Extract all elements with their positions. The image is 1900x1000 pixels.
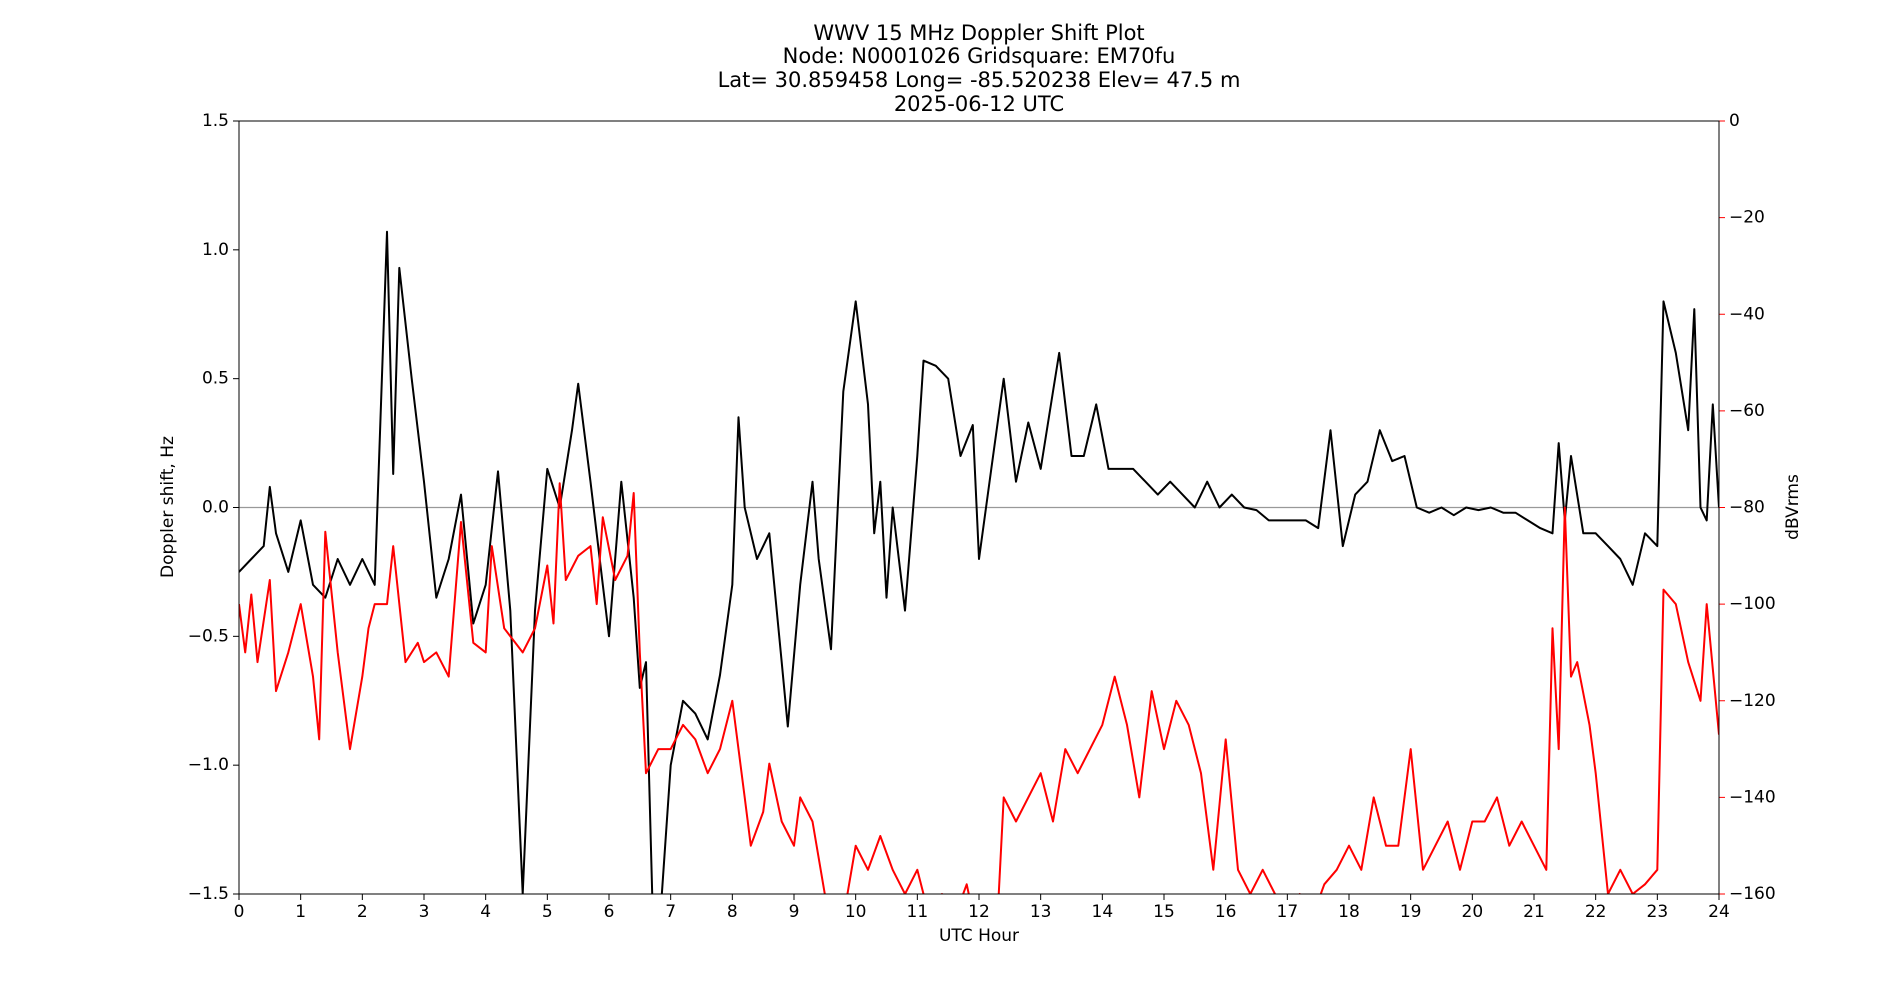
y2-tick-label: −140	[1729, 787, 1776, 807]
x-tick-label: 12	[968, 902, 990, 922]
x-tick-label: 13	[1030, 902, 1052, 922]
y2-tick-label: −120	[1729, 691, 1776, 711]
y-tick-label: 1.5	[202, 111, 229, 131]
y-tick-label: 0.0	[202, 498, 229, 518]
y-axis-label: Doppler shift, Hz	[158, 436, 178, 578]
x-tick-label: 17	[1277, 902, 1299, 922]
y2-tick-label: −100	[1729, 594, 1776, 614]
series-line	[239, 482, 1719, 894]
x-tick-label: 22	[1585, 902, 1607, 922]
x-tick-label: 3	[419, 902, 430, 922]
chart-subtitle: 2025-06-12 UTC	[894, 92, 1064, 116]
x-tick-label: 15	[1153, 902, 1175, 922]
x-tick-label: 4	[480, 902, 491, 922]
x-tick-label: 0	[234, 902, 245, 922]
x-tick-label: 24	[1708, 902, 1730, 922]
x-tick-label: 16	[1215, 902, 1237, 922]
x-tick-label: 9	[789, 902, 800, 922]
y2-tick-label: −160	[1729, 884, 1776, 904]
y-tick-label: −1.5	[188, 884, 229, 904]
y-tick-label: 1.0	[202, 240, 229, 260]
plot-frame	[238, 120, 1720, 895]
x-tick-label: 10	[845, 902, 867, 922]
x-tick-label: 1	[295, 902, 306, 922]
x-tick-label: 8	[727, 902, 738, 922]
x-tick-label: 7	[665, 902, 676, 922]
x-axis-label: UTC Hour	[939, 926, 1019, 946]
x-tick-label: 11	[907, 902, 929, 922]
x-tick-label: 23	[1647, 902, 1669, 922]
y2-tick-label: −40	[1729, 304, 1765, 324]
series-line	[239, 230, 1719, 894]
y2-axis-label: dBVrms	[1783, 474, 1803, 540]
y-tick-label: −0.5	[188, 626, 229, 646]
y2-tick-label: −20	[1729, 208, 1765, 228]
x-tick-label: 5	[542, 902, 553, 922]
x-tick-label: 19	[1400, 902, 1422, 922]
y2-tick-label: 0	[1729, 111, 1740, 131]
y2-tick-label: −80	[1729, 498, 1765, 518]
x-tick-label: 2	[357, 902, 368, 922]
x-tick-label: 6	[604, 902, 615, 922]
y-tick-label: −1.0	[188, 755, 229, 775]
x-tick-label: 14	[1092, 902, 1114, 922]
chart-subtitle: Node: N0001026 Gridsquare: EM70fu	[783, 44, 1176, 68]
chart-title: WWV 15 MHz Doppler Shift Plot	[813, 21, 1144, 45]
x-tick-label: 18	[1338, 902, 1360, 922]
chart-subtitle: Lat= 30.859458 Long= -85.520238 Elev= 47…	[718, 68, 1241, 92]
y2-tick-label: −60	[1729, 401, 1765, 421]
x-tick-label: 21	[1523, 902, 1545, 922]
x-tick-label: 20	[1462, 902, 1484, 922]
y-tick-label: 0.5	[202, 369, 229, 389]
